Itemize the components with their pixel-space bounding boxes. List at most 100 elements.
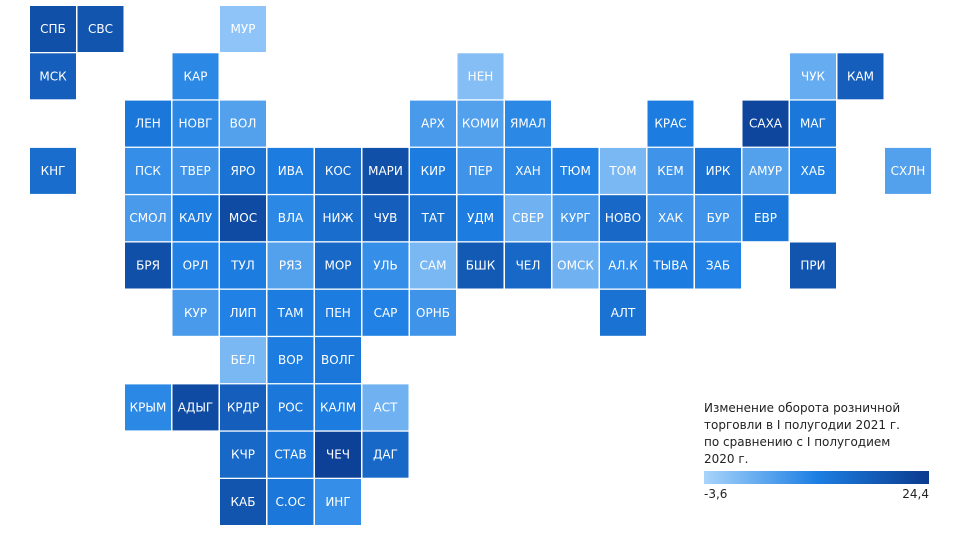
region-label: КАР xyxy=(184,69,208,83)
region-tile xyxy=(647,242,694,289)
region-tile xyxy=(410,289,456,336)
region-label: МСК xyxy=(39,69,67,83)
region-label: САМ xyxy=(420,259,447,273)
region-tile xyxy=(267,384,314,431)
region-tile xyxy=(790,242,836,289)
region-label: ОМСК xyxy=(557,259,594,273)
region-label: ХАБ xyxy=(801,164,826,178)
region-tile xyxy=(505,242,551,289)
region-tile xyxy=(220,195,266,242)
region-tile xyxy=(647,147,694,194)
region-label: УЛЬ xyxy=(373,259,398,273)
region-tile xyxy=(885,147,931,194)
region-label: МАГ xyxy=(800,117,826,131)
region-tile xyxy=(220,337,266,384)
region-label: ЯРО xyxy=(230,164,255,178)
region-tile xyxy=(505,100,551,147)
region-tile xyxy=(125,242,171,289)
region-tile xyxy=(315,195,361,242)
region-tile xyxy=(742,100,789,147)
region-label: СВС xyxy=(88,22,113,36)
region-label: ЧУВ xyxy=(374,211,398,225)
region-label: САХА xyxy=(749,117,783,131)
region-label: ЛИП xyxy=(229,306,256,320)
region-tile xyxy=(695,147,741,194)
region-label: КУРГ xyxy=(560,211,590,225)
region-tile xyxy=(410,195,456,242)
region-label: ВЛА xyxy=(278,211,304,225)
region-tile xyxy=(315,242,361,289)
region-label: КИР xyxy=(421,164,446,178)
region-tile xyxy=(220,289,266,336)
region-label: МАРИ xyxy=(368,164,403,178)
region-label: МОР xyxy=(324,259,351,273)
region-tile xyxy=(315,289,361,336)
region-tile xyxy=(125,147,171,194)
region-label: КНГ xyxy=(41,164,66,178)
region-label: РЯЗ xyxy=(279,259,302,273)
legend-title: торговли в I полугодии 2021 г. xyxy=(704,418,900,432)
region-tile xyxy=(362,431,409,478)
region-tile xyxy=(172,147,219,194)
region-label: ОРЛ xyxy=(183,259,209,273)
region-tile xyxy=(742,147,789,194)
region-tile xyxy=(410,100,456,147)
region-label: АДЫГ xyxy=(178,400,214,414)
region-label: АМУР xyxy=(749,164,782,178)
region-label: СХЛН xyxy=(891,164,926,178)
region-label: АСТ xyxy=(374,400,399,414)
region-tile xyxy=(457,147,504,194)
region-label: БРЯ xyxy=(136,259,160,273)
region-label: ПСК xyxy=(135,164,161,178)
region-tile xyxy=(172,384,219,431)
region-tile xyxy=(505,195,551,242)
region-tile xyxy=(600,147,646,194)
region-tile xyxy=(790,53,836,100)
region-label: НИЖ xyxy=(323,211,354,225)
region-tile xyxy=(315,431,361,478)
region-label: ДАГ xyxy=(373,448,398,462)
region-tile xyxy=(647,100,694,147)
region-tile xyxy=(647,195,694,242)
region-label: ПРИ xyxy=(800,259,825,273)
region-label: БШК xyxy=(466,259,496,273)
region-tile xyxy=(695,242,741,289)
region-label: КАБ xyxy=(231,495,256,509)
region-tile xyxy=(220,479,266,525)
region-tile xyxy=(315,147,361,194)
region-label: КРАС xyxy=(654,117,686,131)
region-label: ТАМ xyxy=(277,306,304,320)
region-label: ЕВР xyxy=(754,211,777,225)
legend-tick-label: 24,4 xyxy=(902,487,929,501)
region-tile xyxy=(600,242,646,289)
region-tile xyxy=(362,195,409,242)
region-tile xyxy=(362,384,409,431)
region-label: ЧЕЛ xyxy=(516,259,541,273)
region-tile xyxy=(552,242,599,289)
legend-title: 2020 г. xyxy=(704,452,748,466)
region-label: КЕМ xyxy=(657,164,683,178)
region-label: САР xyxy=(374,306,398,320)
region-tile xyxy=(790,147,836,194)
region-label: ЯМАЛ xyxy=(510,117,546,131)
region-tile xyxy=(172,100,219,147)
region-tile xyxy=(220,147,266,194)
region-label: АРХ xyxy=(421,117,445,131)
region-tile xyxy=(457,53,504,100)
region-label: ТВЕР xyxy=(179,164,210,178)
region-label: ТЮМ xyxy=(559,164,591,178)
region-label: АЛ.К xyxy=(608,259,638,273)
region-label: КАЛУ xyxy=(179,211,213,225)
region-label: ХАК xyxy=(658,211,683,225)
region-label: ОРНБ xyxy=(416,306,450,320)
region-tile xyxy=(267,242,314,289)
region-tile xyxy=(552,147,599,194)
region-label: С.ОС xyxy=(275,495,305,509)
region-tile xyxy=(695,195,741,242)
region-label: КАЛМ xyxy=(320,400,356,414)
region-tile xyxy=(267,431,314,478)
region-label: АЛТ xyxy=(611,306,636,320)
region-tile xyxy=(172,195,219,242)
tiles: СПБ СВС МУР МСК КАР НЕН ЧУК КАМ ЛЕН НОВГ ВОЛ АРХ КОМ… xyxy=(30,6,931,525)
region-label: ЛЕН xyxy=(135,117,161,131)
